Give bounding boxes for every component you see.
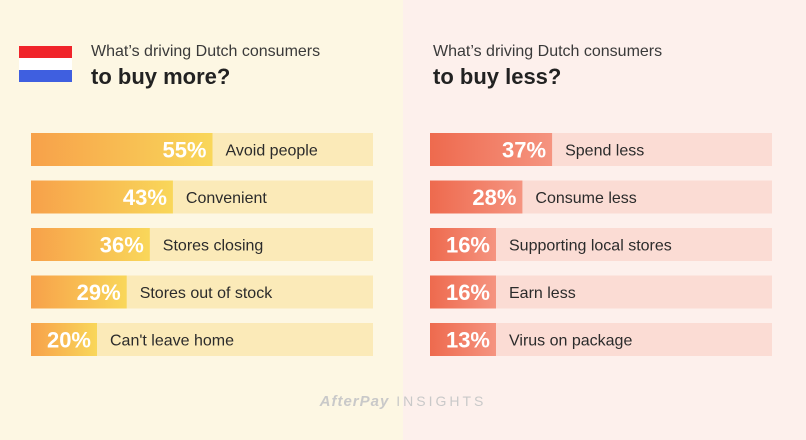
- bar-category-label-less-4: Virus on package: [509, 333, 632, 350]
- bar-more-3: [31, 275, 127, 309]
- bar-less-3: [430, 275, 496, 309]
- bar-category-label-more-3: Stores out of stock: [140, 285, 274, 302]
- heading-buy-more: What’s driving Dutch consumers to buy mo…: [91, 42, 320, 92]
- heading-buy-less: What’s driving Dutch consumers to buy le…: [433, 42, 662, 92]
- bar-more-2: [31, 228, 150, 261]
- bar-value-label-more-2: 36%: [100, 233, 144, 258]
- brand-footer: AfterPay INSIGHTS: [0, 393, 806, 410]
- bar-less-2: [430, 228, 496, 261]
- bar-value-label-less-2: 16%: [446, 233, 490, 258]
- heading-buy-less-line1: What’s driving Dutch consumers: [433, 43, 663, 60]
- heading-buy-more-line2: to buy more?: [91, 64, 231, 89]
- bar-value-label-more-0: 55%: [162, 138, 206, 163]
- bar-less-0: [430, 133, 553, 166]
- bar-category-label-more-4: Can't leave home: [110, 333, 234, 350]
- right-panel: [403, 0, 806, 440]
- bar-value-label-more-3: 29%: [77, 280, 121, 305]
- bar-category-label-more-1: Convenient: [186, 190, 268, 207]
- bar-category-label-more-2: Stores closing: [163, 238, 263, 255]
- bar-more-4: [31, 323, 97, 356]
- bar-more-1: [31, 180, 173, 214]
- bar-more-0: [31, 133, 213, 166]
- bar-value-label-less-3: 16%: [446, 280, 490, 305]
- bar-less-4: [430, 323, 496, 356]
- bar-value-label-less-0: 37%: [502, 138, 546, 163]
- bar-category-label-less-0: Spend less: [565, 143, 644, 160]
- bar-category-label-less-1: Consume less: [535, 190, 636, 207]
- bar-value-label-less-4: 13%: [446, 328, 490, 353]
- netherlands-flag-icon: [19, 46, 72, 82]
- flag-white-stripe: [19, 58, 72, 70]
- bar-less-1: [430, 180, 523, 214]
- bar-category-label-less-2: Supporting local stores: [509, 238, 672, 255]
- bar-category-label-more-0: Avoid people: [226, 143, 318, 160]
- bar-value-label-less-1: 28%: [472, 185, 516, 210]
- heading-buy-more-line1: What’s driving Dutch consumers: [91, 43, 321, 60]
- afterpay-logo: AfterPay: [319, 393, 390, 410]
- bar-value-label-more-4: 20%: [47, 328, 91, 353]
- bar-category-label-less-3: Earn less: [509, 285, 576, 302]
- flag-blue-stripe: [19, 70, 72, 82]
- bar-value-label-more-1: 43%: [123, 185, 167, 210]
- brand-suffix: INSIGHTS: [396, 393, 487, 409]
- flag-red-stripe: [19, 46, 72, 58]
- heading-buy-less-line2: to buy less?: [433, 64, 562, 89]
